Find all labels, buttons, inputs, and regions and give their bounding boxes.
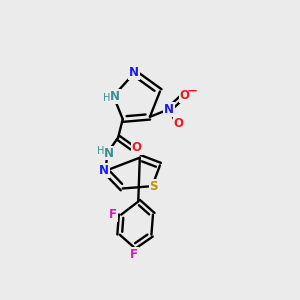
Text: H: H <box>103 93 110 103</box>
Text: N: N <box>110 90 120 103</box>
Text: N: N <box>129 67 140 80</box>
Text: O: O <box>180 89 190 102</box>
Text: O: O <box>174 116 184 130</box>
Text: S: S <box>149 180 158 193</box>
Text: F: F <box>109 208 117 221</box>
Text: N: N <box>164 103 174 116</box>
Text: O: O <box>132 141 142 154</box>
Text: F: F <box>130 248 138 261</box>
Text: −: − <box>186 84 197 97</box>
Text: N: N <box>104 146 114 160</box>
Text: N: N <box>99 164 109 177</box>
Text: H: H <box>97 146 104 157</box>
